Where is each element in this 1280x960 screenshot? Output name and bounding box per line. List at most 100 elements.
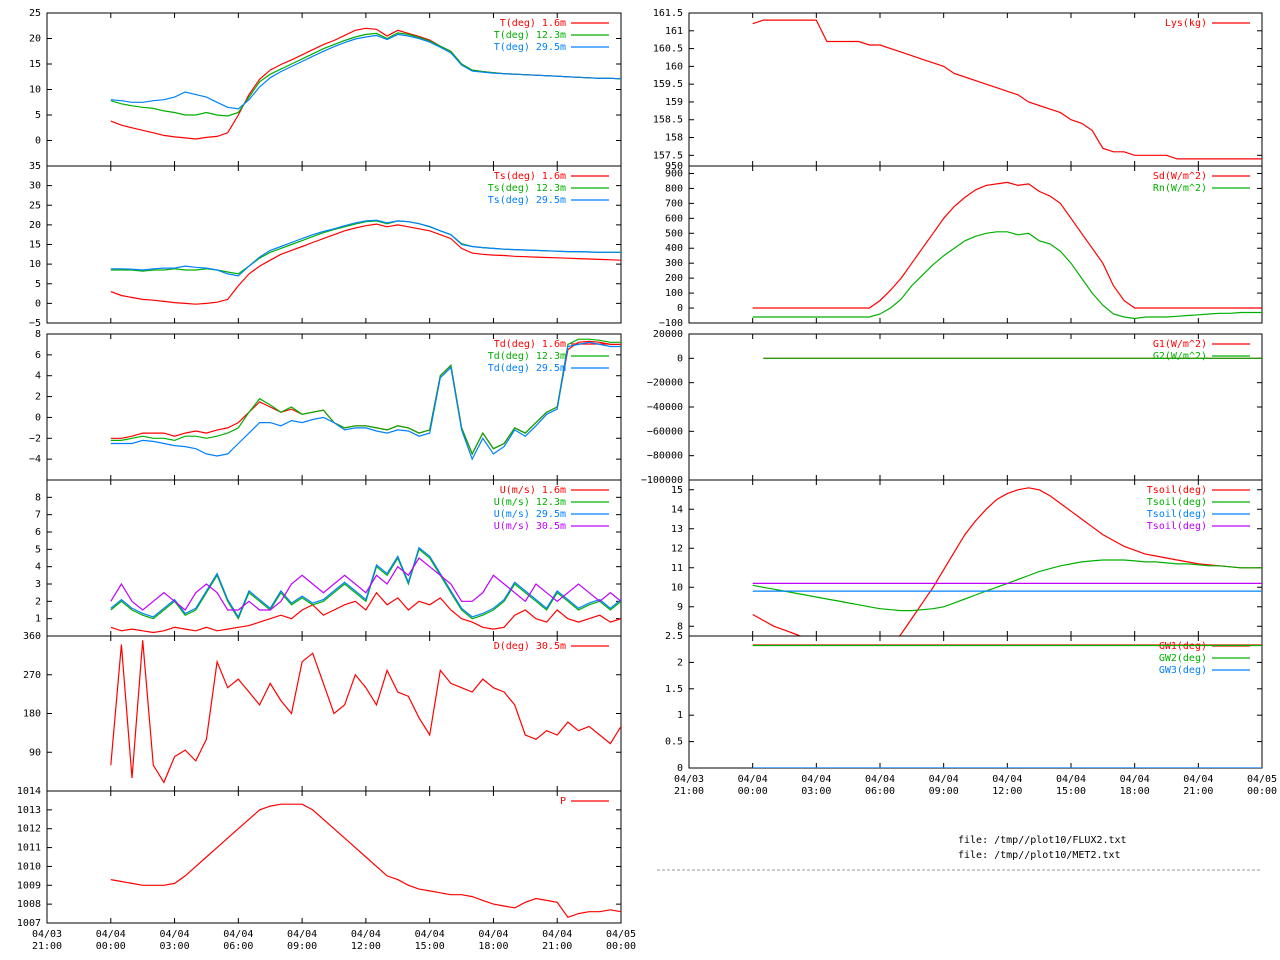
- plot-frame: [688, 165, 1263, 324]
- y-tick-label: 600: [665, 213, 683, 224]
- y-tick-label: 1: [35, 614, 41, 625]
- left-x-date-label: 04/04: [223, 929, 253, 940]
- y-tick-label: 158: [665, 133, 683, 144]
- legend-label-3: T(deg) 29.5m: [494, 42, 566, 53]
- y-tick-label: 2: [35, 392, 41, 403]
- y-tick-label: 360: [23, 631, 41, 642]
- left-x-date-label: 04/04: [160, 929, 190, 940]
- left-x-date-label: 04/05: [606, 929, 636, 940]
- y-tick-label: 1: [677, 710, 683, 721]
- series-line-1: [752, 181, 1262, 309]
- right-x-time-label: 15:00: [1056, 786, 1086, 797]
- y-tick-label: −100000: [641, 475, 683, 486]
- chart-pressure: 1007 1008 1009 1010 1011 1012 1013 1014 P: [17, 786, 622, 929]
- y-tick-label: 15: [29, 240, 41, 251]
- y-tick-label: 5: [35, 110, 41, 121]
- series-line-2: [110, 338, 621, 456]
- series-line-1: [110, 591, 621, 634]
- y-tick-label: 2: [35, 596, 41, 607]
- left-x-date-label: 04/03: [32, 929, 62, 940]
- left-x-date-label: 04/04: [287, 929, 317, 940]
- y-tick-label: −100: [659, 318, 683, 329]
- y-tick-label: 0: [35, 298, 41, 309]
- right-x-date-label: 04/04: [738, 774, 768, 785]
- y-tick-label: 4: [35, 562, 41, 573]
- legend-label-2: T(deg) 12.3m: [494, 30, 566, 41]
- y-tick-label: 11: [671, 563, 683, 574]
- y-tick-label: 0: [677, 763, 683, 774]
- y-tick-label: 8: [35, 492, 41, 503]
- right-x-date-label: 04/04: [1183, 774, 1213, 785]
- legend-label-1: GW1(deg): [1159, 641, 1207, 652]
- left-x-time-label: 12:00: [351, 941, 381, 952]
- left-x-time-label: 15:00: [415, 941, 445, 952]
- y-tick-label: 5: [35, 279, 41, 290]
- chart-soil-heat-flux: −100000 −80000 −60000 −40000 −20000 0 20000 G1(…: [641, 329, 1263, 486]
- y-tick-label: 1011: [17, 843, 41, 854]
- right-x-time-label: 21:00: [1183, 786, 1213, 797]
- series-line-1: [752, 19, 1262, 160]
- series-line-2: [752, 231, 1262, 320]
- y-tick-label: 300: [665, 258, 683, 269]
- y-tick-label: 9: [677, 602, 683, 613]
- file-label-flux: file: /tmp//plot10/FLUX2.txt: [958, 835, 1127, 846]
- legend-label-2: Rn(W/m^2): [1153, 183, 1207, 194]
- y-tick-label: 950: [665, 161, 683, 172]
- legend-label-1: D(deg) 30.5m: [494, 641, 566, 652]
- left-x-time-label: 09:00: [287, 941, 317, 952]
- y-tick-label: 8: [677, 621, 683, 632]
- y-tick-label: 1013: [17, 805, 41, 816]
- y-tick-label: 10: [29, 85, 41, 96]
- plot-frame: [46, 790, 622, 924]
- chart-lysimeter: 157.5 158 158.5 159 159.5 160 160.5 161 161.5 Lys…: [653, 8, 1263, 167]
- y-tick-label: 180: [23, 709, 41, 720]
- plot-frame: [688, 12, 1263, 167]
- y-tick-label: 200: [665, 273, 683, 284]
- y-tick-label: 6: [35, 527, 41, 538]
- legend-label-2: G2(W/m^2): [1153, 351, 1207, 362]
- left-x-time-label: 21:00: [542, 941, 572, 952]
- legend-label-1: T(deg) 1.6m: [500, 18, 566, 29]
- legend-label-2: Tsoil(deg): [1147, 497, 1207, 508]
- legend-label-1: P: [560, 796, 566, 807]
- chart-wind-speed: 1 2 3 4 5 6 7 8 U(m/s) 1.6mU(m/s) 12.3mU(m/s) 29…: [35, 479, 622, 637]
- chart-air-temp: 0 5 10 15 20 25 T(deg) 1.6mT(deg) 12.3mT(deg) …: [29, 8, 622, 167]
- y-tick-label: −20000: [647, 378, 683, 389]
- legend-label-4: Tsoil(deg): [1147, 521, 1207, 532]
- y-tick-label: 161.5: [653, 8, 683, 19]
- legend-label-1: Lys(kg): [1165, 18, 1207, 29]
- legend-label-1: Td(deg) 1.6m: [494, 339, 566, 350]
- y-tick-label: 30: [29, 181, 41, 192]
- legend-label-1: Sd(W/m^2): [1153, 171, 1207, 182]
- y-tick-label: 1.5: [665, 684, 683, 695]
- legend-label-3: U(m/s) 29.5m: [494, 509, 566, 520]
- chart-ground-water: 0 0.5 1 1.5 2 2.5 GW1(deg)GW2(deg)GW3(deg): [665, 631, 1263, 774]
- y-tick-label: 25: [29, 200, 41, 211]
- y-tick-label: 20: [29, 34, 41, 45]
- series-line-3: [110, 33, 621, 110]
- y-tick-label: 5: [35, 544, 41, 555]
- y-tick-label: 8: [35, 329, 41, 340]
- y-tick-label: −2: [29, 433, 41, 444]
- right-x-time-label: 21:00: [674, 786, 704, 797]
- y-tick-label: −4: [29, 454, 41, 465]
- y-tick-label: 2.5: [665, 631, 683, 642]
- legend-label-3: GW3(deg): [1159, 665, 1207, 676]
- y-tick-label: 1008: [17, 899, 41, 910]
- y-tick-label: 1009: [17, 880, 41, 891]
- y-tick-label: 500: [665, 228, 683, 239]
- left-x-date-label: 04/04: [96, 929, 126, 940]
- y-tick-label: 6: [35, 350, 41, 361]
- legend-label-1: U(m/s) 1.6m: [500, 485, 566, 496]
- left-x-time-label: 00:00: [96, 941, 126, 952]
- right-x-time-label: 06:00: [865, 786, 895, 797]
- legend-label-2: U(m/s) 12.3m: [494, 497, 566, 508]
- y-tick-label: 35: [29, 161, 41, 172]
- y-tick-label: 1010: [17, 861, 41, 872]
- y-tick-label: −60000: [647, 426, 683, 437]
